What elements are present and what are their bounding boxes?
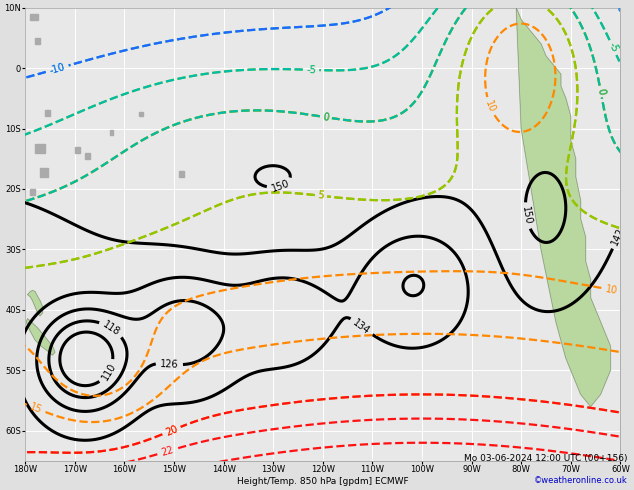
Text: 118: 118 <box>101 319 122 338</box>
Text: 110: 110 <box>100 361 118 382</box>
Polygon shape <box>35 38 40 44</box>
Text: 5: 5 <box>317 191 325 201</box>
Polygon shape <box>30 189 35 195</box>
Text: 10: 10 <box>483 99 497 114</box>
Text: 134: 134 <box>351 317 372 336</box>
Polygon shape <box>75 147 80 153</box>
Text: -5: -5 <box>607 41 619 54</box>
Polygon shape <box>26 319 55 355</box>
Text: 150: 150 <box>270 178 290 194</box>
Text: 22: 22 <box>160 445 174 458</box>
Polygon shape <box>139 112 143 117</box>
Polygon shape <box>85 153 89 159</box>
Polygon shape <box>30 14 37 20</box>
Text: 20: 20 <box>164 423 179 438</box>
Text: 0: 0 <box>595 88 606 96</box>
Text: -5: -5 <box>607 41 619 54</box>
Text: 150: 150 <box>520 206 533 226</box>
Text: -5: -5 <box>306 65 316 75</box>
Text: 142: 142 <box>610 226 626 247</box>
Text: 15: 15 <box>29 401 44 416</box>
Polygon shape <box>179 171 184 177</box>
Polygon shape <box>28 291 42 316</box>
Text: 24: 24 <box>618 456 631 467</box>
Text: -5: -5 <box>306 65 316 75</box>
Text: 10: 10 <box>604 284 618 295</box>
X-axis label: Height/Temp. 850 hPa [gpdm] ECMWF: Height/Temp. 850 hPa [gpdm] ECMWF <box>237 477 409 486</box>
Text: 0: 0 <box>595 88 606 96</box>
Text: ©weatheronline.co.uk: ©weatheronline.co.uk <box>534 476 628 485</box>
Text: 0: 0 <box>322 112 330 122</box>
Polygon shape <box>110 130 113 135</box>
Polygon shape <box>45 110 50 117</box>
Text: -10: -10 <box>48 62 66 75</box>
Text: -10: -10 <box>609 0 627 14</box>
Text: 0: 0 <box>595 88 606 96</box>
Text: 0: 0 <box>322 112 330 122</box>
Polygon shape <box>35 144 45 153</box>
Polygon shape <box>40 168 48 177</box>
Polygon shape <box>516 8 611 407</box>
Text: 5: 5 <box>317 191 325 201</box>
Text: -10: -10 <box>609 0 627 14</box>
Text: 0: 0 <box>322 112 330 122</box>
Text: Mo 03-06-2024 12:00 UTC (00+156): Mo 03-06-2024 12:00 UTC (00+156) <box>464 454 628 463</box>
Text: 126: 126 <box>160 359 179 369</box>
Text: 20: 20 <box>164 423 179 438</box>
Text: -10: -10 <box>48 62 66 75</box>
